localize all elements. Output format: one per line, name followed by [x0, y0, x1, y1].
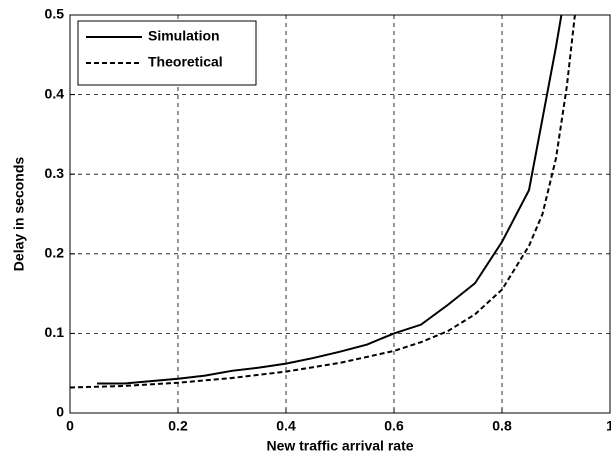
x-tick-label: 0.2 [168, 418, 188, 434]
legend-label: Simulation [148, 28, 220, 44]
x-tick-label: 0.4 [276, 418, 296, 434]
x-tick-label: 0 [66, 418, 74, 434]
y-tick-label: 0.1 [45, 324, 65, 340]
y-tick-label: 0.2 [45, 245, 65, 261]
x-axis-label: New traffic arrival rate [266, 438, 413, 454]
y-axis-label: Delay in seconds [11, 157, 27, 272]
series-line [97, 15, 563, 385]
plot-frame [69, 14, 611, 414]
legend: Simulation Theoretical [77, 20, 257, 86]
series-line [70, 15, 576, 389]
y-tick-label: 0.4 [45, 85, 65, 101]
x-tick-label: 1 [606, 418, 611, 434]
y-tick-label: 0 [56, 404, 64, 420]
x-tick-label: 0.8 [492, 418, 512, 434]
lines [70, 15, 576, 389]
legend-label: Theoretical [148, 54, 223, 70]
x-tick-label: 0.6 [384, 418, 404, 434]
ticks: 0 0.2 0.4 0.6 0.8 1 0 0.1 0.2 0.3 0.4 0.5 [45, 6, 611, 434]
y-tick-label: 0.5 [45, 6, 65, 22]
legend-box [77, 20, 257, 86]
y-tick-label: 0.3 [45, 165, 65, 181]
